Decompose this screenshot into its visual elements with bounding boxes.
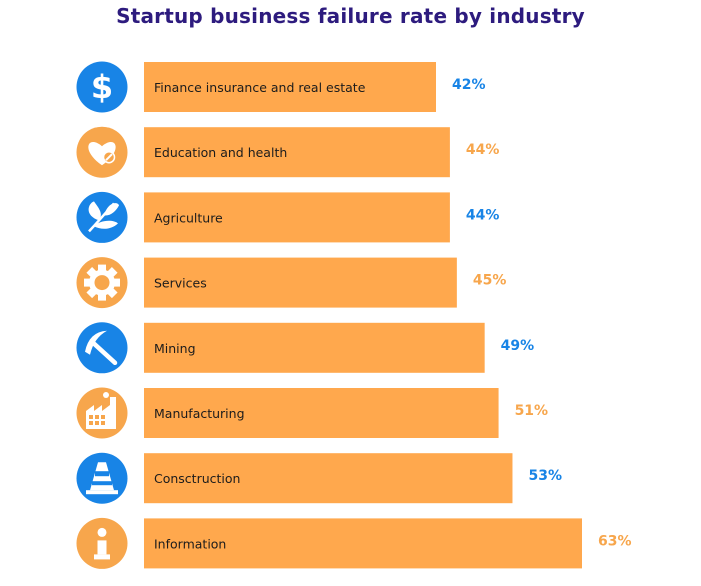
value-label: 45% [473,273,507,289]
value-label: 51% [515,403,549,419]
chart-title: Startup business failure rate by industr… [116,4,585,28]
value-label: 53% [528,468,562,484]
bar [144,322,485,373]
pickaxe-icon [76,322,128,374]
chart-row: Information 63% [76,517,632,569]
bar [144,192,450,243]
value-label: 49% [501,338,535,354]
chart-row: Services 45% [76,257,507,309]
category-label: Education and health [154,145,287,160]
dollar-icon: $ [76,61,128,113]
category-label: Services [154,276,207,291]
factory-icon [76,387,128,439]
category-label: Agriculture [154,210,223,225]
value-label: 63% [598,533,632,549]
bar [144,388,499,438]
bar [144,62,436,112]
heart-icon [76,126,128,178]
gear-icon [76,257,128,309]
chart-row: Education and health 44% [76,126,500,178]
info-icon [76,517,128,569]
bar [144,257,457,308]
bar [144,518,582,569]
category-label: Finance insurance and real estate [154,80,366,95]
traffic-cone-icon [76,452,128,504]
chart-row: Mining 49% [76,322,535,374]
svg-text:$: $ [91,68,113,106]
leaf-icon [76,191,128,243]
category-label: Consctruction [154,471,240,486]
chart-row: Manufacturing 51% [76,387,549,439]
category-label: Mining [154,341,196,356]
bar [144,453,513,504]
value-label: 42% [452,77,486,93]
value-label: 44% [466,207,500,223]
value-label: 44% [466,142,500,158]
category-label: Manufacturing [154,406,245,421]
chart-row: $ Finance insurance and real estate 42% [76,61,486,113]
bar [144,127,450,178]
category-label: Information [154,536,226,551]
chart-row: Consctruction 53% [76,452,562,504]
chart-row: Agriculture 44% [76,191,500,243]
